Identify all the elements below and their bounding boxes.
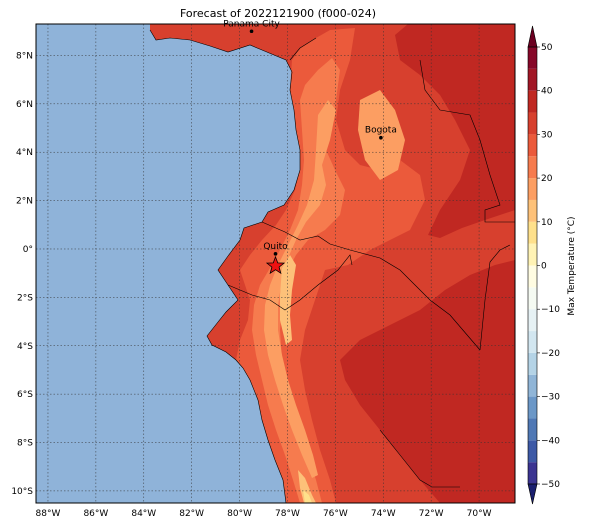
lat-tick-label: 6°N xyxy=(16,100,33,110)
colorbar-tick-label: 20 xyxy=(541,174,553,184)
border-colombia-brazil xyxy=(349,249,481,351)
colorbar-band xyxy=(528,199,537,222)
land-10-15 xyxy=(280,255,296,345)
colorbar-band xyxy=(528,331,537,353)
colorbar-band xyxy=(528,221,537,244)
city-markers: Panama City Bogota Quito xyxy=(223,19,397,256)
city-dot xyxy=(273,252,278,256)
colorbar-extend-over xyxy=(527,25,538,48)
colorbar-band xyxy=(528,243,537,266)
border-panama-colombia xyxy=(289,37,317,61)
colorbar-band xyxy=(528,134,537,157)
map-title: Forecast of 2022121900 (f000-024) xyxy=(179,7,377,20)
lon-tick-label: 84°W xyxy=(131,509,156,519)
lon-tick-label: 80°W xyxy=(227,509,252,519)
colorbar-tick-label: −10 xyxy=(541,305,560,315)
city-label: Bogota xyxy=(365,126,397,136)
lon-tick-label: 72°W xyxy=(419,509,444,519)
border-colombia-ecuador xyxy=(261,221,351,251)
city-label: Quito xyxy=(263,242,288,252)
latitude-tick-labels: 8°N 6°N 4°N 2°N 0° 2°S 4°S 6°S 8°S 10°S xyxy=(11,51,33,496)
lat-tick-label: 10°S xyxy=(11,487,33,497)
border-peru-bolivia xyxy=(379,429,460,488)
longitude-tick-labels: 88°W 86°W 84°W 82°W 80°W 78°W 76°W 74°W 72°W 70°W xyxy=(36,509,492,519)
lat-tick-label: 2°S xyxy=(17,293,33,303)
colorbar-tick-label: 40 xyxy=(541,87,553,97)
colorbar-tick-labels: 50 40 30 20 10 0 −10 −20 −30 −40 −50 xyxy=(537,43,560,490)
city-dot xyxy=(379,135,383,140)
colorbar-band xyxy=(528,287,537,310)
colorbar-tick-label: 50 xyxy=(541,43,553,53)
colorbar-tick-label: −50 xyxy=(541,480,560,490)
colorbar-band xyxy=(528,68,537,91)
lon-tick-label: 82°W xyxy=(179,509,204,519)
land-10-15-south xyxy=(298,470,316,503)
lon-tick-label: 86°W xyxy=(83,509,108,519)
colorbar-band xyxy=(528,309,537,332)
border-colombia-venezuela xyxy=(419,59,515,223)
location-star-marker[interactable] xyxy=(265,255,286,275)
colorbar-band xyxy=(528,265,537,288)
lat-tick-label: 0° xyxy=(23,245,33,255)
colorbar-band xyxy=(528,90,537,113)
lat-tick-label: 4°N xyxy=(16,148,33,158)
colorbar-band xyxy=(528,374,537,397)
colorbar-band xyxy=(528,352,537,375)
colorbar-band xyxy=(528,462,537,484)
colorbar-tick-label: −40 xyxy=(541,436,560,446)
colorbar: 50 40 30 20 10 0 −10 −20 −30 −40 −50 Max Temperatu… xyxy=(527,25,577,505)
map-frame xyxy=(35,23,516,504)
colorbar-band xyxy=(528,47,537,69)
coastlines-borders xyxy=(149,29,515,503)
lon-tick-label: 70°W xyxy=(467,509,492,519)
border-brazil-peru xyxy=(479,244,511,351)
colorbar-tick-label: 0 xyxy=(541,262,547,272)
border-ecuador-peru xyxy=(227,254,353,311)
land-35-40-south xyxy=(340,260,515,503)
lat-tick-label: 4°S xyxy=(17,342,33,352)
land-5-10 xyxy=(303,490,312,503)
colorbar-band xyxy=(528,396,537,419)
colorbar-tick-label: −30 xyxy=(541,393,560,403)
colorbar-tick-label: 30 xyxy=(541,130,553,140)
lat-tick-label: 8°N xyxy=(16,51,33,61)
colorbar-tick-label: 10 xyxy=(541,218,553,228)
colorbar-band xyxy=(528,418,537,441)
colorbar-bands xyxy=(528,47,537,484)
lat-tick-label: 2°N xyxy=(16,197,33,207)
lat-tick-label: 8°S xyxy=(17,439,33,449)
lon-tick-label: 76°W xyxy=(323,509,348,519)
coastline xyxy=(149,29,301,503)
colorbar-band xyxy=(528,156,537,179)
gridlines xyxy=(36,24,515,503)
colorbar-band xyxy=(528,440,537,463)
lon-tick-label: 88°W xyxy=(36,509,61,519)
colorbar-extend-under xyxy=(527,483,538,505)
lon-tick-label: 74°W xyxy=(371,509,396,519)
map-panel[interactable]: Panama City Bogota Quito xyxy=(35,19,516,504)
city-label: Panama City xyxy=(223,19,280,29)
colorbar-band xyxy=(528,112,537,135)
land-35-40 xyxy=(395,24,515,238)
colorbar-band xyxy=(528,178,537,200)
city-dot xyxy=(249,29,254,34)
temperature-contours xyxy=(150,24,515,503)
lat-tick-label: 6°S xyxy=(17,390,33,400)
land-15-20 xyxy=(264,100,336,478)
land-15-20-east xyxy=(358,90,405,180)
lon-tick-label: 78°W xyxy=(275,509,300,519)
colorbar-label: Max Temperature (°C) xyxy=(567,216,577,315)
colorbar-tick-label: −20 xyxy=(541,349,560,359)
